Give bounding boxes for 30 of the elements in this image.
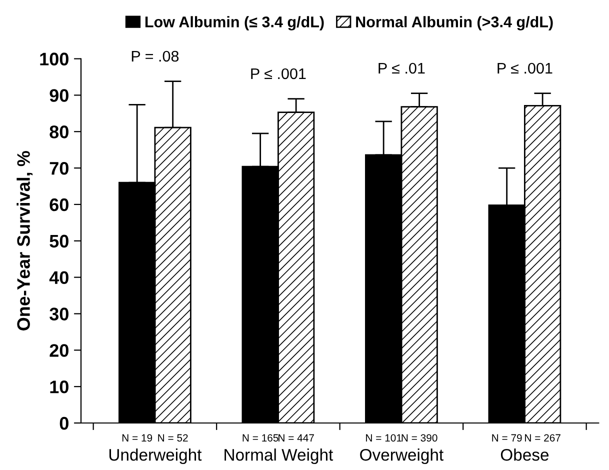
y-tick-label: 30 [50, 308, 68, 320]
x-tick-label: Obese [500, 448, 549, 461]
annotation: N = 267 [525, 434, 560, 442]
annotation: N = 79 [492, 434, 522, 442]
y-tick-label: 90 [50, 89, 68, 102]
y-tick-label: 70 [50, 162, 68, 175]
x-tick-label: Underweight [109, 448, 202, 464]
y-tick-label: 10 [50, 380, 68, 394]
y-tick-label: 80 [50, 126, 68, 138]
annotation: N = 19 [122, 434, 152, 442]
y-tick-label: 0 [60, 416, 68, 430]
legend-label: Low Albumin (≤ 3.4 g/dL) [145, 16, 324, 30]
annotation: N = 52 [158, 434, 188, 442]
annotation: N = 101 [366, 434, 402, 442]
annotation: N = 390 [402, 434, 438, 442]
y-tick-label: 60 [50, 198, 68, 212]
annotation: P ≤ .001 [251, 68, 306, 80]
annotation: N = 447 [278, 434, 314, 442]
y-tick-label: 20 [50, 344, 68, 357]
x-tick-label: Overweight [360, 448, 444, 464]
y-tick-label: 50 [50, 234, 68, 248]
annotation: P ≤ .01 [378, 62, 425, 74]
annotation: P = .08 [132, 50, 179, 62]
y-tick-label: 40 [49, 271, 68, 284]
annotation: P ≤ .001 [498, 62, 552, 74]
x-tick-label: Normal Weight [224, 448, 334, 464]
legend-label: Normal Albumin (>3.4 g/dL) [356, 16, 553, 30]
y-tick-label: 100 [40, 52, 68, 66]
y-axis-title: One-Year Survival, % [16, 151, 33, 330]
annotation: N = 165 [242, 434, 278, 442]
